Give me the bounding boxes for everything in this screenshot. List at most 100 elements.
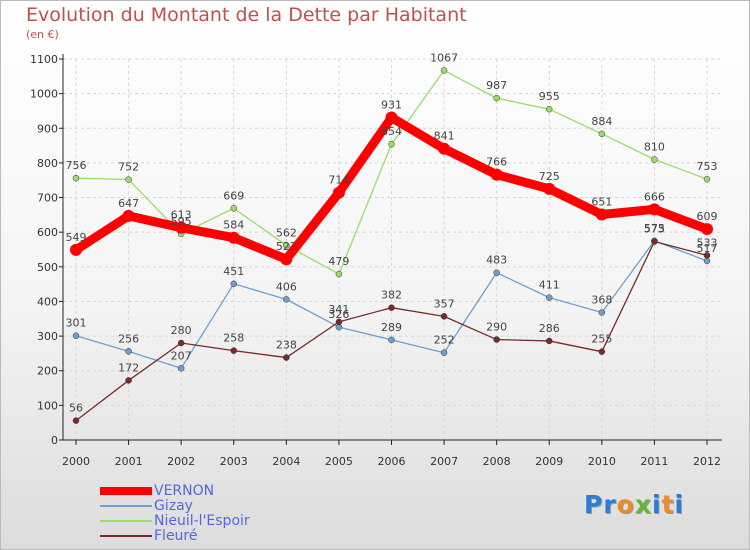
x-tick-label: 2002 [167, 455, 195, 468]
legend-swatch [100, 487, 152, 495]
data-label: 326 [328, 308, 349, 321]
data-label: 522 [276, 240, 297, 253]
data-label: 810 [644, 140, 665, 153]
x-tick-label: 2003 [220, 455, 248, 468]
x-tick-label: 2007 [430, 455, 458, 468]
data-label: 258 [223, 332, 244, 345]
data-point [703, 252, 711, 259]
data-point [177, 365, 185, 372]
data-point [598, 348, 606, 355]
data-point [490, 168, 503, 181]
logo-letter: P [584, 490, 604, 519]
data-label: 725 [539, 170, 560, 183]
legend-label: VERNON [154, 483, 215, 499]
y-tick-label: 200 [37, 365, 58, 378]
legend-swatch [100, 535, 152, 537]
data-label: 651 [591, 196, 612, 209]
data-point [648, 203, 661, 216]
data-label: 854 [381, 125, 402, 138]
data-point [335, 270, 343, 278]
data-point [598, 309, 606, 316]
data-point [598, 130, 606, 138]
data-label: 382 [381, 289, 402, 302]
y-tick-label: 300 [37, 330, 58, 343]
legend-swatch [100, 505, 152, 507]
x-tick-label: 2009 [535, 455, 563, 468]
data-label: 584 [223, 219, 244, 232]
data-point [227, 231, 240, 244]
data-point [546, 105, 553, 113]
logo-letter: r [603, 490, 617, 519]
data-point [175, 221, 188, 234]
data-label: 255 [591, 333, 612, 346]
data-label: 714 [328, 174, 349, 187]
proxiti-logo: Proxiti [584, 490, 684, 519]
data-label: 517 [697, 242, 718, 255]
data-label: 406 [276, 280, 297, 293]
x-tick-label: 2006 [378, 455, 406, 468]
y-tick-label: 800 [37, 157, 58, 170]
logo-letter: x [634, 490, 652, 519]
data-point [493, 94, 500, 102]
data-point [440, 67, 448, 74]
data-point [122, 209, 135, 222]
y-tick-label: 600 [37, 226, 58, 239]
data-point [283, 242, 290, 249]
data-label: 666 [644, 190, 665, 203]
data-point [125, 377, 132, 384]
y-tick-label: 900 [37, 122, 58, 135]
y-tick-label: 1100 [30, 53, 58, 66]
data-point [230, 205, 237, 212]
x-tick-label: 2008 [483, 455, 511, 468]
data-label: 290 [486, 321, 507, 334]
x-tick-label: 2012 [693, 455, 721, 468]
logo-letter: o [616, 490, 635, 519]
x-tick-label: 2005 [325, 455, 353, 468]
data-point [280, 253, 293, 266]
logo-letter: t [661, 490, 675, 519]
logo-letter: i [674, 490, 685, 519]
data-point [703, 175, 711, 183]
data-label: 987 [486, 79, 507, 92]
data-point [230, 347, 237, 354]
chart-unit: (en €) [26, 28, 59, 41]
data-label: 411 [539, 279, 560, 292]
data-point [177, 339, 185, 347]
data-label: 289 [381, 321, 402, 334]
data-point [440, 313, 448, 320]
logo-letter: i [652, 490, 662, 519]
data-label: 756 [66, 159, 87, 172]
y-tick-label: 700 [37, 192, 58, 205]
x-tick-label: 2010 [588, 455, 616, 468]
data-label: 669 [223, 189, 244, 202]
data-point [595, 208, 608, 221]
data-point [438, 142, 451, 155]
data-point [651, 238, 658, 245]
data-label: 451 [223, 265, 244, 278]
data-label: 613 [171, 209, 192, 222]
data-label: 766 [486, 156, 507, 169]
x-tick-label: 2001 [115, 455, 143, 468]
data-point [72, 332, 80, 339]
data-label: 752 [118, 161, 139, 174]
data-point [335, 318, 343, 326]
data-point [388, 336, 395, 344]
data-label: 549 [66, 231, 87, 244]
data-label: 56 [69, 402, 83, 415]
x-tick-label: 2004 [272, 455, 300, 468]
data-label: 483 [486, 254, 507, 267]
data-point [703, 257, 711, 265]
data-label: 575 [644, 222, 665, 235]
y-tick-label: 100 [37, 399, 58, 412]
y-tick-label: 1000 [30, 88, 58, 101]
x-tick-label: 2011 [640, 455, 668, 468]
data-point [385, 111, 398, 124]
data-label: 286 [539, 322, 560, 335]
data-label: 1067 [430, 51, 458, 64]
x-tick-label: 2000 [62, 455, 90, 468]
data-label: 595 [171, 215, 192, 228]
legend-label: Fleuré [154, 528, 198, 544]
data-label: 280 [171, 324, 192, 337]
data-label: 609 [697, 210, 718, 223]
